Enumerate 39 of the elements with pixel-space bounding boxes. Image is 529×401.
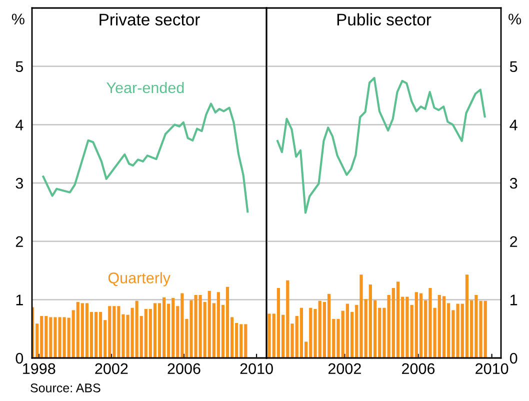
bar xyxy=(153,303,157,358)
chart-title: Private sector xyxy=(100,13,200,26)
x-tick-label: 2010 xyxy=(240,363,273,374)
y2-tick-label: 5 xyxy=(510,61,518,72)
x-tick-label: 2010 xyxy=(476,363,508,374)
x-tick-label: 2006 xyxy=(168,363,200,374)
y2-tick-label: 3 xyxy=(510,178,518,189)
y-tick-label: 3 xyxy=(16,178,23,189)
bar xyxy=(442,296,446,358)
bar xyxy=(162,297,166,358)
y-tick-label: 2 xyxy=(16,236,23,247)
line-series xyxy=(42,102,249,213)
y-axis-title: % xyxy=(12,14,24,24)
x-tick-label: 1998 xyxy=(23,363,56,374)
bar xyxy=(94,312,98,358)
series-label: Quarterly xyxy=(108,272,170,286)
series-label: Year-ended xyxy=(106,82,184,94)
y2-axis-title: % xyxy=(508,14,522,24)
y-tick-label: 0 xyxy=(16,352,24,364)
y2-tick-label: 2 xyxy=(510,236,518,247)
bar xyxy=(276,288,280,358)
bar xyxy=(419,293,423,358)
bar xyxy=(226,286,230,358)
y-tick-label: 4 xyxy=(16,120,24,130)
source-note: Source: ABS xyxy=(30,384,100,392)
y-tick-label: 5 xyxy=(16,61,24,72)
chart-title: Public sector xyxy=(337,13,432,26)
x-tick-label: 2006 xyxy=(402,363,435,374)
bar xyxy=(300,308,304,358)
line-series xyxy=(276,76,486,214)
bar xyxy=(396,282,400,358)
y2-tick-label: 1 xyxy=(510,294,518,306)
x-tick-label: 2002 xyxy=(328,363,361,374)
y2-tick-label: 0 xyxy=(510,352,518,364)
x-tick-label: 2002 xyxy=(95,363,128,374)
y-tick-label: 1 xyxy=(16,294,23,306)
y2-tick-label: 4 xyxy=(510,120,518,130)
bar xyxy=(465,274,469,358)
bar xyxy=(327,294,331,358)
